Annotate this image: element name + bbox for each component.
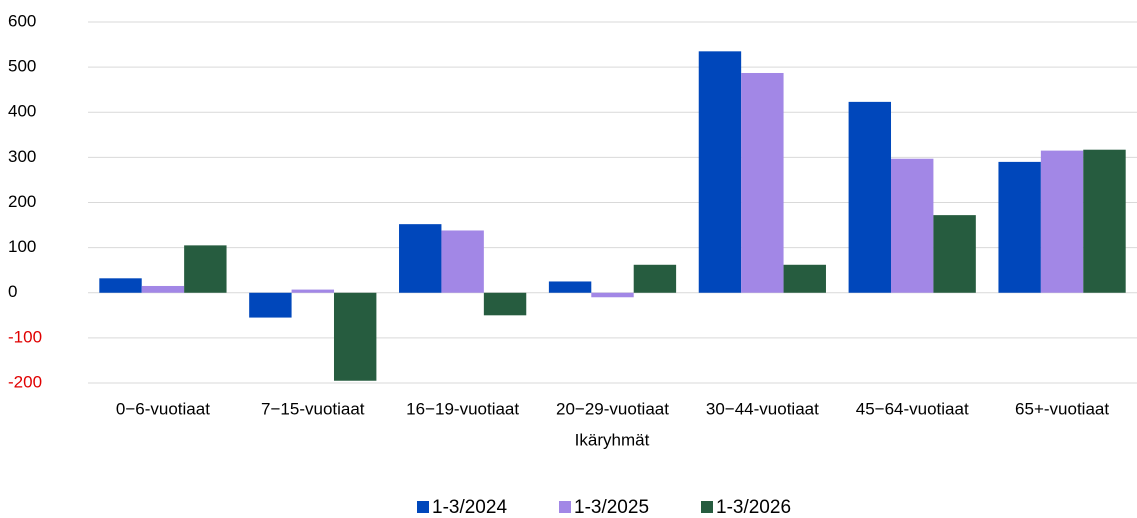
bar <box>249 292 292 318</box>
bar <box>783 264 826 293</box>
y-tick-label: 100 <box>8 237 36 256</box>
y-tick-label: -200 <box>8 372 42 391</box>
y-tick-label: 0 <box>8 282 17 301</box>
bar <box>998 161 1041 293</box>
bar <box>99 278 142 293</box>
bar <box>184 245 227 293</box>
bar <box>291 289 334 293</box>
bar <box>633 264 677 293</box>
bar <box>333 292 377 381</box>
x-tick-label: 20−29-vuotiaat <box>556 399 669 418</box>
bar <box>1040 150 1084 293</box>
y-tick-label: 200 <box>8 192 36 211</box>
bar <box>848 101 892 293</box>
legend-swatch <box>701 501 713 513</box>
bar <box>399 224 442 293</box>
bar <box>891 158 934 293</box>
y-tick-label: 400 <box>8 102 36 121</box>
legend-swatch <box>417 501 429 513</box>
bar <box>741 72 784 293</box>
legend-label: 1-3/2026 <box>716 497 791 518</box>
legend-swatch <box>559 501 571 513</box>
bar <box>933 215 976 293</box>
x-tick-label: 16−19-vuotiaat <box>406 399 519 418</box>
x-tick-label: 65+-vuotiaat <box>1015 399 1109 418</box>
y-tick-label: 300 <box>8 147 36 166</box>
bar <box>141 285 185 293</box>
x-tick-label: 0−6-vuotiaat <box>116 399 210 418</box>
bar <box>1083 149 1126 293</box>
bar <box>591 292 634 298</box>
legend-label: 1-3/2024 <box>432 497 507 518</box>
x-tick-label: 45−64-vuotiaat <box>856 399 969 418</box>
bar <box>698 51 742 293</box>
bar <box>548 281 592 293</box>
y-tick-label: -100 <box>8 327 42 346</box>
y-tick-label: 500 <box>8 57 36 76</box>
bar <box>441 230 484 293</box>
x-tick-label: 7−15-vuotiaat <box>261 399 365 418</box>
x-tick-label: 30−44-vuotiaat <box>706 399 819 418</box>
legend-label: 1-3/2025 <box>574 497 649 518</box>
bar <box>483 292 527 316</box>
x-axis-label: Ikäryhmät <box>575 430 650 449</box>
y-tick-label: 600 <box>8 11 36 30</box>
